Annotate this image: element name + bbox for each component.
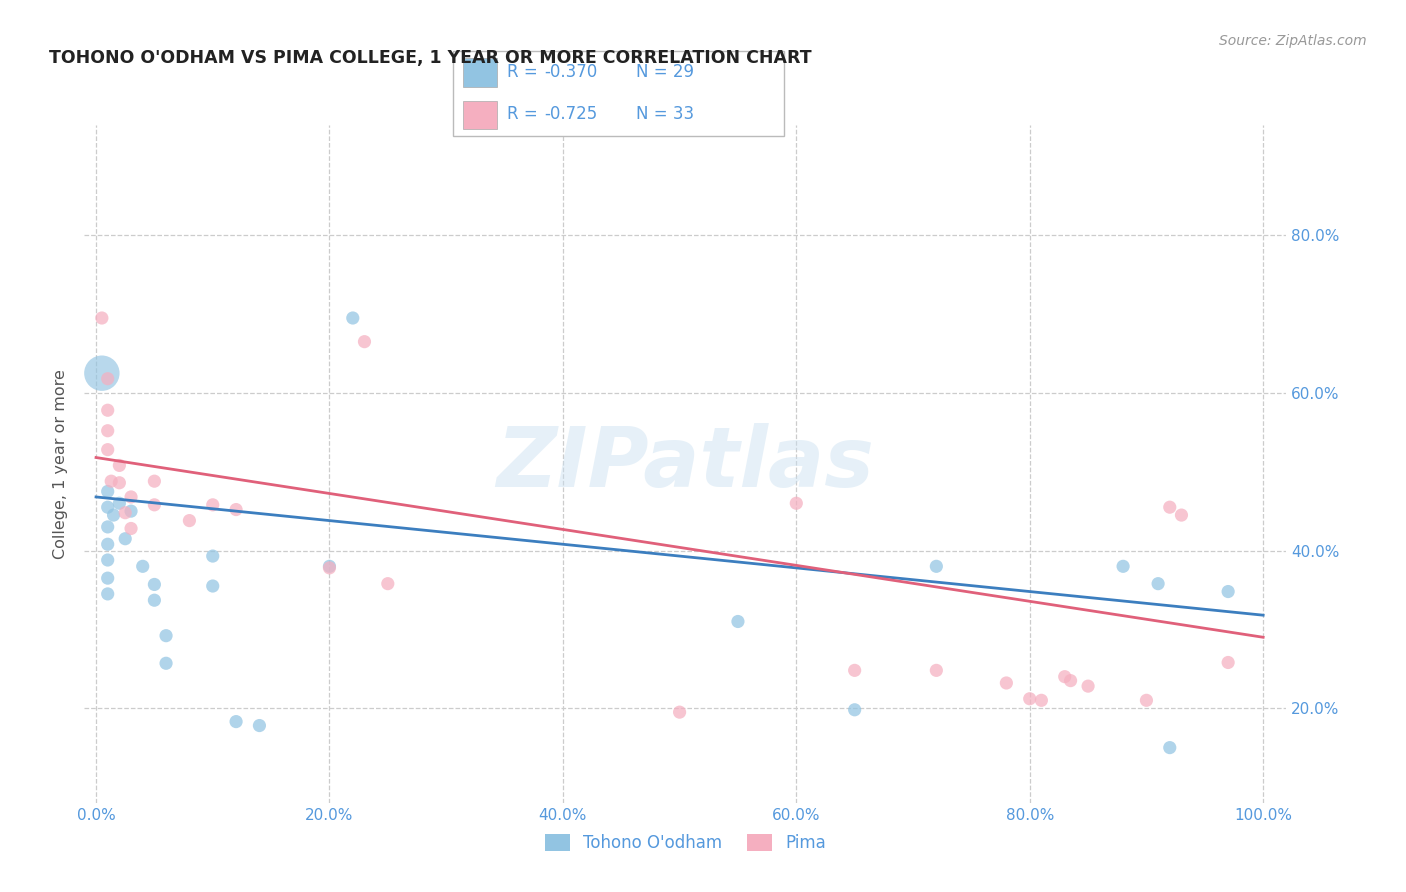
- Point: [103, 508, 125, 522]
- Point: [844, 703, 866, 717]
- Point: [318, 559, 340, 574]
- Point: [114, 532, 136, 546]
- Point: [995, 676, 1018, 690]
- Text: N = 29: N = 29: [636, 63, 693, 81]
- Point: [100, 474, 122, 488]
- Point: [108, 458, 131, 473]
- Point: [143, 498, 166, 512]
- Point: [97, 424, 120, 438]
- Point: [844, 664, 866, 678]
- Point: [1031, 693, 1053, 707]
- Point: [925, 559, 948, 574]
- Point: [90, 311, 112, 326]
- Point: [727, 615, 749, 629]
- Point: [249, 718, 271, 732]
- Point: [143, 577, 166, 591]
- Point: [120, 490, 142, 504]
- Point: [97, 500, 120, 515]
- Point: [201, 498, 224, 512]
- Point: [97, 403, 120, 417]
- Point: [97, 484, 120, 499]
- Text: Source: ZipAtlas.com: Source: ZipAtlas.com: [1219, 34, 1367, 48]
- Point: [90, 366, 112, 380]
- Text: R =: R =: [508, 105, 543, 123]
- Point: [179, 514, 201, 528]
- Point: [97, 520, 120, 534]
- Point: [1170, 508, 1192, 522]
- FancyBboxPatch shape: [464, 101, 498, 129]
- FancyBboxPatch shape: [453, 51, 785, 136]
- Point: [318, 561, 340, 575]
- Point: [1112, 559, 1135, 574]
- Point: [201, 549, 224, 563]
- Point: [97, 537, 120, 551]
- Point: [1216, 656, 1239, 670]
- Point: [97, 372, 120, 386]
- Point: [120, 504, 142, 518]
- Text: ZIPatlas: ZIPatlas: [496, 424, 875, 504]
- Point: [132, 559, 155, 574]
- Point: [1059, 673, 1081, 688]
- Point: [225, 714, 247, 729]
- Point: [108, 496, 131, 510]
- Point: [120, 521, 142, 535]
- Point: [785, 496, 807, 510]
- Y-axis label: College, 1 year or more: College, 1 year or more: [53, 369, 69, 558]
- Text: TOHONO O'ODHAM VS PIMA COLLEGE, 1 YEAR OR MORE CORRELATION CHART: TOHONO O'ODHAM VS PIMA COLLEGE, 1 YEAR O…: [49, 49, 811, 67]
- FancyBboxPatch shape: [464, 58, 498, 87]
- Point: [353, 334, 375, 349]
- Point: [225, 502, 247, 516]
- Point: [97, 442, 120, 457]
- Point: [1053, 670, 1076, 684]
- Legend: Tohono O'odham, Pima: Tohono O'odham, Pima: [538, 828, 832, 859]
- Point: [108, 475, 131, 490]
- Point: [97, 571, 120, 585]
- Point: [143, 593, 166, 607]
- Point: [668, 705, 690, 719]
- Text: R =: R =: [508, 63, 543, 81]
- Point: [114, 506, 136, 520]
- Point: [925, 664, 948, 678]
- Point: [155, 629, 177, 643]
- Point: [1018, 691, 1040, 706]
- Point: [1159, 740, 1181, 755]
- Point: [1077, 679, 1099, 693]
- Point: [201, 579, 224, 593]
- Point: [1147, 576, 1170, 591]
- Point: [97, 587, 120, 601]
- Point: [97, 553, 120, 567]
- Point: [143, 474, 166, 488]
- Point: [342, 311, 364, 326]
- Text: -0.725: -0.725: [544, 105, 598, 123]
- Text: N = 33: N = 33: [636, 105, 693, 123]
- Point: [377, 576, 399, 591]
- Point: [155, 657, 177, 671]
- Point: [1216, 584, 1239, 599]
- Point: [1159, 500, 1181, 515]
- Text: -0.370: -0.370: [544, 63, 598, 81]
- Point: [1135, 693, 1157, 707]
